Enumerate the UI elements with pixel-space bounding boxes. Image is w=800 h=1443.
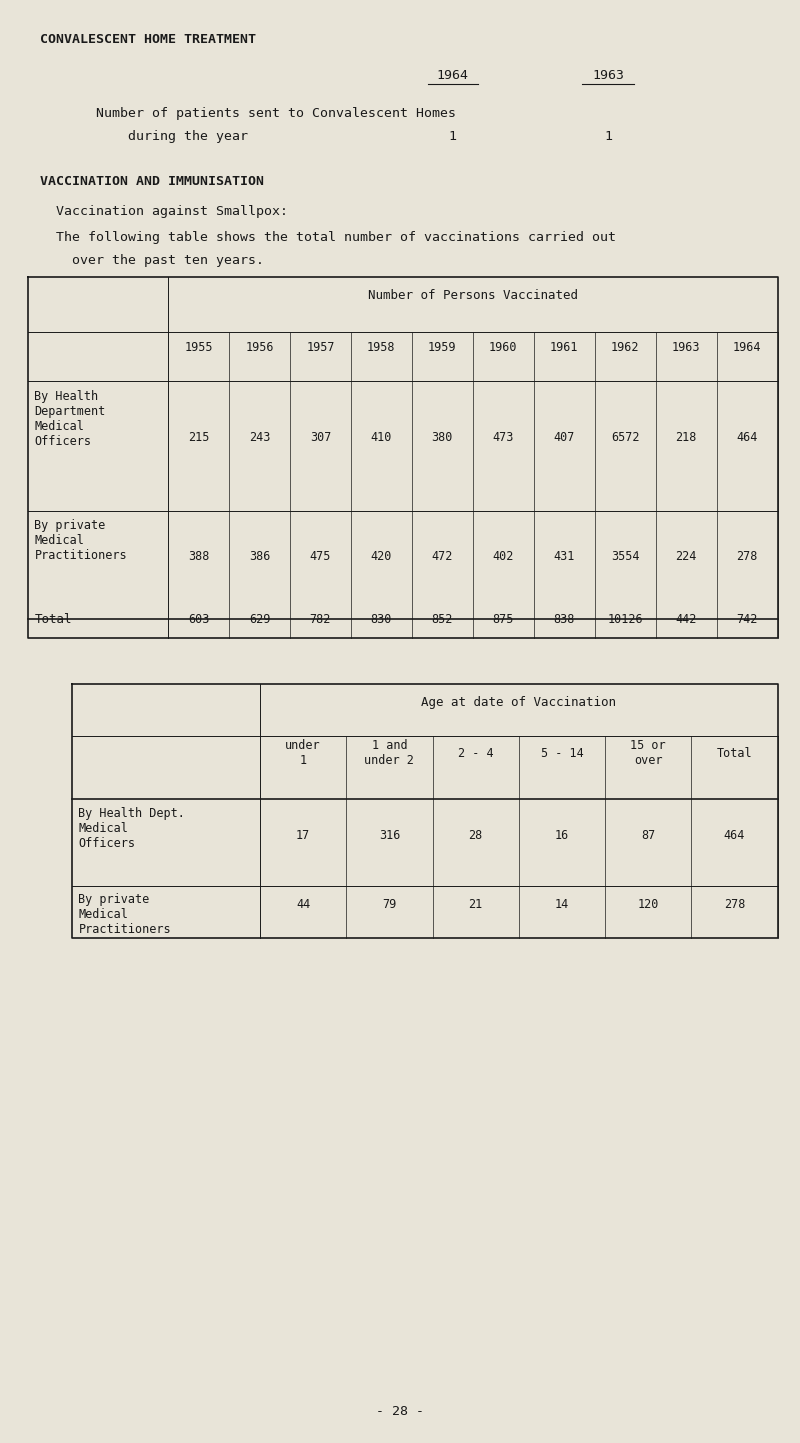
Text: 44: 44	[296, 898, 310, 912]
Text: 1961: 1961	[550, 341, 578, 355]
Text: 410: 410	[370, 430, 392, 444]
Text: Total: Total	[717, 746, 752, 760]
Text: 386: 386	[249, 550, 270, 563]
Text: By private
Medical
Practitioners: By private Medical Practitioners	[34, 519, 127, 563]
Text: By private
Medical
Practitioners: By private Medical Practitioners	[78, 893, 171, 937]
Text: 431: 431	[554, 550, 575, 563]
Text: 402: 402	[493, 550, 514, 563]
Text: 1959: 1959	[428, 341, 457, 355]
Text: 1956: 1956	[245, 341, 274, 355]
Text: 442: 442	[675, 613, 697, 626]
Text: 1 and
under 2: 1 and under 2	[365, 739, 414, 768]
Text: 1957: 1957	[306, 341, 334, 355]
Text: 420: 420	[370, 550, 392, 563]
Text: 215: 215	[188, 430, 209, 444]
Text: 79: 79	[382, 898, 397, 912]
Text: 17: 17	[296, 828, 310, 843]
Text: 464: 464	[724, 828, 745, 843]
Text: CONVALESCENT HOME TREATMENT: CONVALESCENT HOME TREATMENT	[40, 33, 256, 46]
Text: 307: 307	[310, 430, 331, 444]
Text: 120: 120	[638, 898, 659, 912]
Text: 2 - 4: 2 - 4	[458, 746, 494, 760]
Text: 87: 87	[641, 828, 655, 843]
Text: 218: 218	[675, 430, 697, 444]
Text: 875: 875	[493, 613, 514, 626]
Text: 21: 21	[469, 898, 482, 912]
Text: 742: 742	[737, 613, 758, 626]
Text: 28: 28	[469, 828, 482, 843]
Text: 1963: 1963	[672, 341, 701, 355]
Text: 603: 603	[188, 613, 209, 626]
Text: VACCINATION AND IMMUNISATION: VACCINATION AND IMMUNISATION	[40, 175, 264, 188]
Text: Vaccination against Smallpox:: Vaccination against Smallpox:	[56, 205, 288, 218]
Text: 14: 14	[555, 898, 569, 912]
Text: 629: 629	[249, 613, 270, 626]
Text: 316: 316	[378, 828, 400, 843]
Text: 243: 243	[249, 430, 270, 444]
Text: Total: Total	[34, 613, 72, 626]
Text: during the year: during the year	[128, 130, 248, 143]
Text: 3554: 3554	[611, 550, 639, 563]
Text: 15 or
over: 15 or over	[630, 739, 666, 768]
Text: The following table shows the total number of vaccinations carried out: The following table shows the total numb…	[56, 231, 616, 244]
Text: 1963: 1963	[592, 69, 624, 82]
Text: 475: 475	[310, 550, 331, 563]
Text: 1964: 1964	[436, 69, 468, 82]
Text: 1962: 1962	[611, 341, 639, 355]
Text: 830: 830	[370, 613, 392, 626]
Text: By Health
Department
Medical
Officers: By Health Department Medical Officers	[34, 390, 106, 447]
Text: - 28 -: - 28 -	[376, 1404, 424, 1418]
Text: 407: 407	[554, 430, 575, 444]
Text: 782: 782	[310, 613, 331, 626]
Text: 6572: 6572	[611, 430, 639, 444]
Text: 1: 1	[604, 130, 612, 143]
Text: 464: 464	[737, 430, 758, 444]
Text: By Health Dept.
Medical
Officers: By Health Dept. Medical Officers	[78, 807, 186, 850]
Text: Number of patients sent to Convalescent Homes: Number of patients sent to Convalescent …	[96, 107, 456, 120]
Text: 1: 1	[448, 130, 456, 143]
Text: 10126: 10126	[607, 613, 643, 626]
Text: 16: 16	[555, 828, 569, 843]
Text: 5 - 14: 5 - 14	[541, 746, 583, 760]
Text: 224: 224	[675, 550, 697, 563]
Text: 1958: 1958	[367, 341, 396, 355]
Text: 278: 278	[737, 550, 758, 563]
Text: 1955: 1955	[184, 341, 213, 355]
Text: 472: 472	[432, 550, 453, 563]
Text: 1964: 1964	[733, 341, 762, 355]
Text: 473: 473	[493, 430, 514, 444]
Text: Age at date of Vaccination: Age at date of Vaccination	[422, 696, 616, 710]
Text: 1960: 1960	[489, 341, 518, 355]
Text: Number of Persons Vaccinated: Number of Persons Vaccinated	[368, 289, 578, 303]
Text: over the past ten years.: over the past ten years.	[72, 254, 264, 267]
Text: 838: 838	[554, 613, 575, 626]
Text: 278: 278	[724, 898, 745, 912]
Text: 380: 380	[432, 430, 453, 444]
Text: under
1: under 1	[286, 739, 321, 768]
Text: 852: 852	[432, 613, 453, 626]
Text: 388: 388	[188, 550, 209, 563]
